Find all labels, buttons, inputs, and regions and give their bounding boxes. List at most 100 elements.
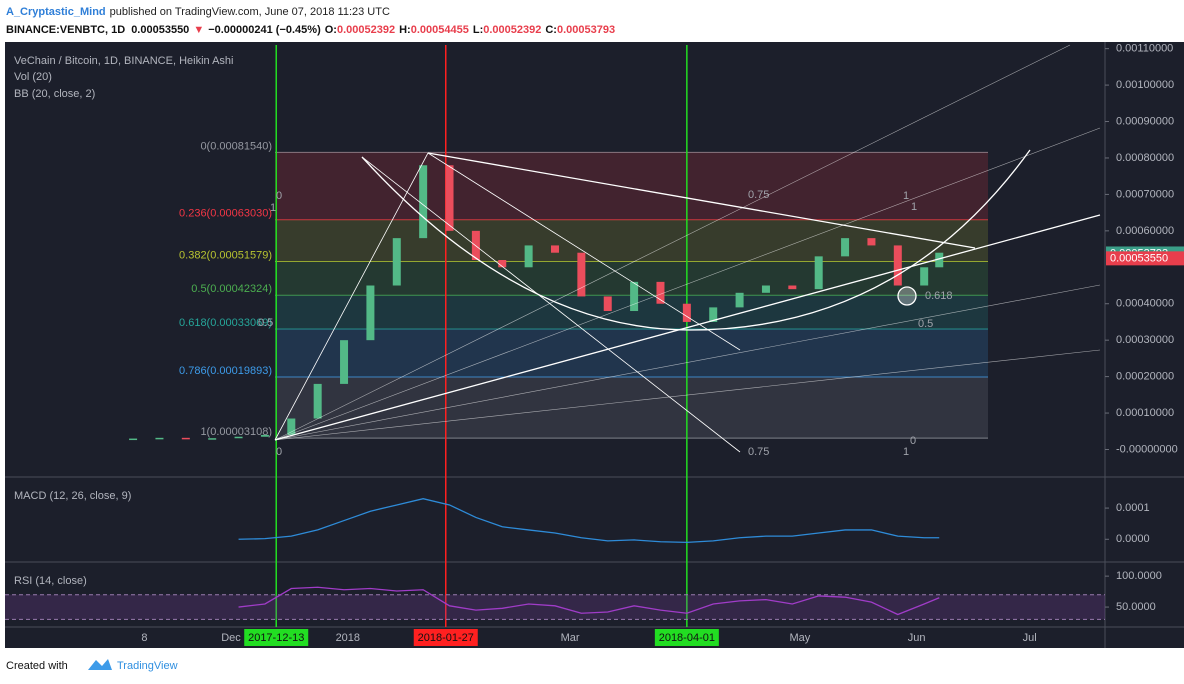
- candle: [761, 285, 770, 293]
- drawing-label: 0.618: [925, 290, 953, 302]
- candle: [208, 438, 217, 440]
- candle: [287, 418, 296, 435]
- candle: [656, 281, 665, 304]
- footer-text: Created with: [6, 660, 68, 672]
- candle: [551, 245, 559, 253]
- chart-background: [5, 42, 1184, 648]
- x-tick-label: 2018: [336, 632, 360, 644]
- y-tick-label: 0.0000: [1116, 533, 1150, 545]
- fan-line: [274, 127, 1101, 441]
- y-tick-label: 0.00060000: [1116, 225, 1174, 237]
- candle: [313, 383, 322, 419]
- indicator-line: [238, 586, 940, 616]
- fib-label: 0.5(0.00042324): [191, 283, 272, 295]
- ohlc-value: 0.00053793: [557, 24, 615, 36]
- arc-drawing: [361, 149, 1031, 331]
- candle: [524, 245, 533, 268]
- ohlc-key: O:: [325, 24, 337, 36]
- fan-line: [274, 44, 1071, 441]
- symbol: BINANCE:VENBTC, 1D: [6, 24, 125, 36]
- candle: [340, 340, 349, 384]
- x-tick-label: 8: [141, 632, 147, 644]
- candle: [814, 256, 823, 290]
- candle: [935, 252, 944, 268]
- y-tick-label: 0.00010000: [1116, 407, 1174, 419]
- candle: [234, 436, 243, 439]
- price-label-bg: [1106, 251, 1184, 266]
- symbol-line: BINANCE:VENBTC, 1D 0.00053550 ▼ −0.00000241…: [6, 24, 615, 36]
- fib-zone: [275, 152, 988, 220]
- x-tick-label: May: [789, 632, 810, 644]
- drawing-label: 0: [910, 435, 916, 447]
- ohlc-key: H:: [399, 24, 411, 36]
- drawing-label: 0.75: [748, 189, 769, 201]
- candle: [260, 434, 269, 437]
- fib-label: 0.786(0.00019893): [179, 365, 272, 377]
- drawing-label: 0.5: [258, 317, 273, 329]
- y-tick-label: 0.00020000: [1116, 371, 1174, 383]
- drawing-label: 1: [903, 190, 909, 202]
- candle: [155, 437, 164, 440]
- fan-line: [274, 284, 1101, 441]
- fib-zone: [275, 219, 988, 262]
- candle: [893, 245, 902, 286]
- fib-label: 0.382(0.00051579): [179, 249, 272, 261]
- pane-title: MACD (12, 26, close, 9): [14, 490, 131, 502]
- y-tick-label: 0.0001: [1116, 502, 1150, 514]
- change: −0.00000241 (−0.45%): [208, 24, 321, 36]
- drawing-label: 1: [270, 202, 276, 214]
- date-marker-bg: [244, 629, 309, 646]
- x-tick-label: Jul: [1023, 632, 1037, 644]
- fan-line: [274, 349, 1101, 441]
- candle: [735, 292, 744, 308]
- channel-line: [361, 156, 741, 453]
- candle: [366, 285, 375, 341]
- date-marker-label: 2017-12-13: [248, 632, 304, 644]
- study-label: BB (20, close, 2): [14, 88, 95, 100]
- fib-label: 0.618(0.00033069): [179, 317, 272, 329]
- fan-line: [274, 152, 429, 441]
- candle: [867, 238, 876, 246]
- candle: [709, 307, 718, 322]
- rsi-band: [5, 594, 1105, 620]
- fib-label: 0.236(0.00063030): [179, 208, 272, 220]
- tradingview-logo: [88, 659, 112, 670]
- change-arrow: ▼: [193, 24, 204, 36]
- drawing-label: 0: [276, 446, 282, 458]
- author-link: A_Cryptastic_Mind: [6, 6, 106, 18]
- ohlc-value: 0.00052392: [337, 24, 395, 36]
- y-tick-label: 0.00080000: [1116, 152, 1174, 164]
- footer-brand: TradingView: [117, 660, 178, 672]
- highlight-circle: [897, 286, 917, 306]
- pane-title: VeChain / Bitcoin, 1D, BINANCE, Heikin A…: [14, 55, 233, 67]
- trend-line: [427, 152, 976, 249]
- candle: [498, 260, 507, 268]
- date-marker-bg: [413, 629, 478, 646]
- channel-line: [427, 152, 741, 351]
- candle: [577, 252, 586, 297]
- y-tick-label: 0.00070000: [1116, 188, 1174, 200]
- y-tick-label: 0.00110000: [1116, 43, 1173, 55]
- date-marker-label: 2018-04-01: [659, 632, 715, 644]
- indicator-line: [238, 498, 940, 544]
- candle: [445, 165, 454, 231]
- y-tick-label: 0.00090000: [1116, 115, 1174, 127]
- candle: [788, 285, 797, 290]
- header-line: A_Cryptastic_Mind published on TradingVie…: [6, 6, 390, 18]
- drawings: [274, 44, 1101, 453]
- x-tick-label: Jun: [908, 632, 926, 644]
- last-price: 0.00053550: [131, 24, 189, 36]
- candle: [392, 238, 401, 286]
- drawing-label: 0.5: [918, 318, 933, 330]
- candle: [682, 303, 691, 322]
- candle: [181, 437, 190, 440]
- date-marker-label: 2018-01-27: [418, 632, 474, 644]
- y-tick-label: 0.00100000: [1116, 79, 1174, 91]
- x-tick-label: Mar: [561, 632, 580, 644]
- drawing-label: 1: [903, 446, 909, 458]
- candle: [129, 438, 138, 441]
- study-label: Vol (20): [14, 71, 52, 83]
- ohlc-key: C:: [545, 24, 557, 36]
- ohlc-key: L:: [473, 24, 483, 36]
